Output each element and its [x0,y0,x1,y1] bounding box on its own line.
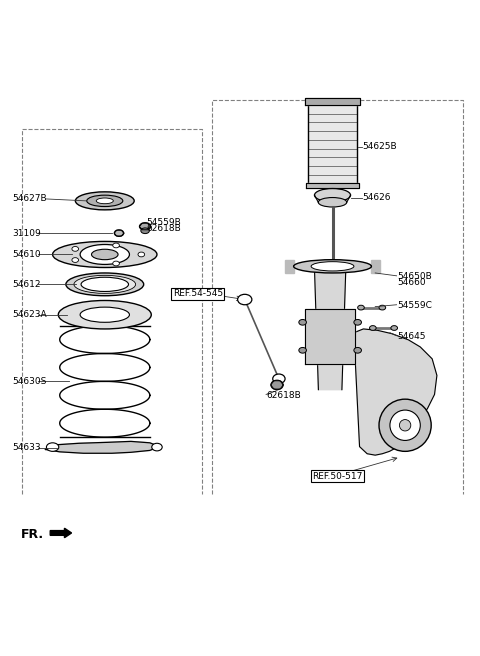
Ellipse shape [141,228,149,234]
Polygon shape [46,441,159,453]
Polygon shape [308,105,357,183]
Ellipse shape [80,245,130,264]
Ellipse shape [152,443,162,451]
Text: 54610: 54610 [12,250,41,259]
Ellipse shape [299,319,306,325]
Polygon shape [306,183,359,188]
Ellipse shape [299,348,306,353]
Ellipse shape [271,380,283,390]
Ellipse shape [390,410,420,440]
Text: 54626: 54626 [362,193,391,202]
Ellipse shape [294,260,372,273]
Ellipse shape [75,192,134,210]
Text: 54633: 54633 [12,443,41,452]
Text: 54650B: 54650B [397,272,432,281]
Text: FR.: FR. [21,528,44,541]
Polygon shape [314,269,346,390]
Ellipse shape [358,305,364,310]
Polygon shape [372,260,380,273]
Text: 54660: 54660 [397,278,426,287]
Ellipse shape [114,230,124,236]
Polygon shape [354,329,437,455]
Text: 54559C: 54559C [397,301,432,310]
Text: 54625B: 54625B [362,142,397,152]
Polygon shape [285,260,294,273]
Ellipse shape [391,325,397,331]
Text: REF.54-545: REF.54-545 [173,289,223,298]
Ellipse shape [379,305,385,310]
Ellipse shape [399,420,411,431]
Ellipse shape [318,197,347,207]
Ellipse shape [314,188,350,202]
Ellipse shape [72,258,79,262]
Ellipse shape [370,325,376,331]
Ellipse shape [47,443,59,451]
Ellipse shape [273,374,285,384]
Ellipse shape [139,222,151,230]
Ellipse shape [80,307,130,322]
Polygon shape [305,309,355,363]
Text: 54630S: 54630S [12,377,47,386]
Text: REF.50-517: REF.50-517 [312,472,363,481]
Text: 54627B: 54627B [12,194,47,203]
Ellipse shape [113,243,120,248]
Ellipse shape [138,252,144,257]
Text: 54623A: 54623A [12,310,47,319]
Polygon shape [50,528,72,538]
Ellipse shape [113,261,120,266]
Text: 54645: 54645 [397,332,426,341]
Ellipse shape [87,195,123,207]
Ellipse shape [74,276,136,293]
Text: 54612: 54612 [12,280,41,289]
Ellipse shape [81,277,129,291]
Polygon shape [305,98,360,105]
Ellipse shape [354,348,361,353]
Ellipse shape [96,198,113,204]
Ellipse shape [238,295,252,305]
Ellipse shape [92,249,118,260]
Ellipse shape [53,241,157,268]
Ellipse shape [311,262,354,271]
Ellipse shape [354,319,361,325]
Text: 62618B: 62618B [266,391,301,400]
Ellipse shape [58,300,151,329]
Text: 31109: 31109 [12,228,41,237]
Ellipse shape [66,273,144,296]
Ellipse shape [379,399,431,451]
Ellipse shape [72,247,79,251]
Text: 54559B: 54559B [146,218,181,227]
Text: 62618B: 62618B [146,224,181,233]
